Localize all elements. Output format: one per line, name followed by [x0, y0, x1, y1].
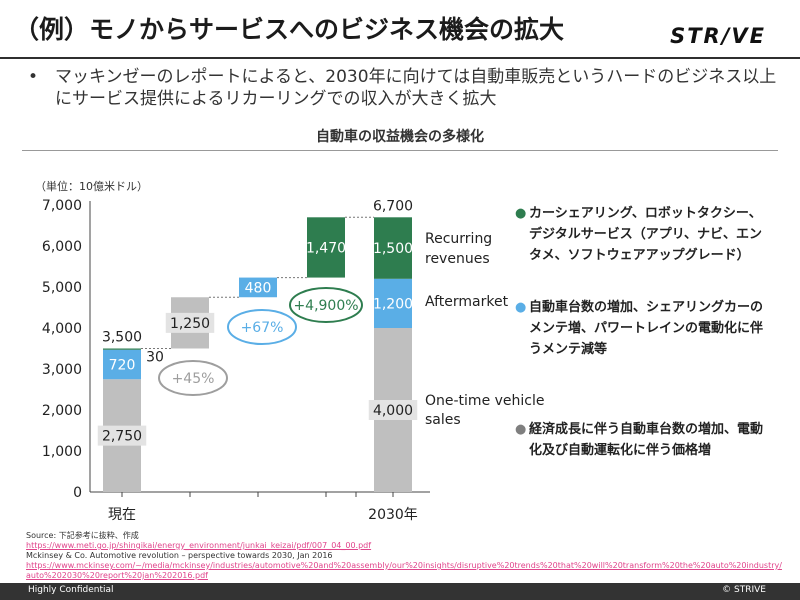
y-tick-label: 3,000	[42, 362, 82, 378]
bar-segment	[307, 217, 345, 278]
legend-dot-icon: ●	[515, 300, 527, 315]
bar-segment	[374, 278, 412, 328]
data-label: 4,000	[373, 403, 413, 419]
source-line-2: Mckinsey & Co. Automotive revolution – p…	[26, 551, 333, 560]
y-tick-label: 0	[73, 485, 82, 501]
bar-segment	[103, 349, 141, 380]
y-tick-label: 2,000	[42, 403, 82, 419]
y-tick-label: 1,000	[42, 444, 82, 460]
chart-title: 自動車の収益機会の多様化	[316, 129, 484, 145]
total-label: 6,700	[373, 198, 413, 214]
segment-name-label: Recurring revenues	[425, 231, 492, 267]
data-label: 30	[146, 350, 164, 366]
data-label-bg	[97, 425, 147, 446]
data-label: 1,470	[306, 240, 346, 256]
x-tick-label: 2030年	[368, 507, 418, 523]
y-tick-label: 4,000	[42, 321, 82, 337]
legend-text: 自動車台数の増加、シェアリングカーのメンテ増、パワートレインの電動化に伴うメンテ…	[529, 300, 764, 357]
segment-name-label: Aftermarket	[425, 294, 509, 310]
source-notes: Source: 下記参考に抜粋、作成 https://www.meti.go.j…	[26, 531, 786, 581]
company-logo: STR/VE	[670, 24, 766, 48]
source-link-1[interactable]: https://www.meti.go.jp/shingikai/energy_…	[26, 541, 372, 550]
legend-text: 経済成長に伴う自動車台数の増加、電動化及び自動運転化に伴う価格増	[529, 422, 764, 458]
unit-label: （単位：10億米ドル）	[35, 180, 148, 193]
summary-text: マッキンゼーのレポートによると、2030年に向けては自動車販売というハードのビジ…	[55, 67, 777, 109]
chart-title-divider	[22, 150, 778, 151]
data-label: 720	[109, 357, 136, 373]
data-label: 1,250	[170, 316, 210, 332]
data-label: 1,200	[373, 296, 413, 312]
confidential-label: Highly Confidential	[28, 585, 114, 595]
total-label: 3,500	[102, 330, 142, 346]
y-tick-label: 5,000	[42, 280, 82, 296]
growth-ellipse	[227, 309, 297, 345]
data-label: 480	[245, 280, 272, 296]
bar-segment	[374, 217, 412, 279]
legend-dot-icon: ●	[515, 422, 527, 437]
legend-text: カーシェアリング、ロボットタクシー、デジタルサービス（アプリ、ナビ、エンタメ、ソ…	[529, 206, 762, 263]
page-title: （例）モノからサービスへのビジネス機会の拡大	[14, 15, 565, 44]
x-tick-label: 現在	[108, 507, 136, 523]
data-label: 1,500	[373, 241, 413, 257]
source-line-1: Source: 下記参考に抜粋、作成	[26, 531, 139, 540]
growth-label: +45%	[172, 371, 215, 387]
growth-ellipse	[158, 360, 228, 396]
growth-label: +67%	[241, 320, 284, 336]
data-label-bg	[368, 400, 418, 420]
source-link-2[interactable]: https://www.mckinsey.com/~/media/mckinse…	[26, 561, 782, 580]
data-label-bg	[165, 312, 215, 333]
data-label: 2,750	[102, 429, 142, 445]
segment-name-label: One-time vehicle sales	[425, 393, 545, 428]
y-tick-label: 6,000	[42, 239, 82, 255]
bar-segment	[239, 277, 277, 298]
y-tick-label: 7,000	[42, 198, 82, 214]
footer-bar	[0, 583, 800, 600]
growth-label: +4,900%	[293, 298, 358, 314]
bullet-icon: •	[28, 67, 39, 87]
bar-segment	[103, 348, 141, 350]
legend-dot-icon: ●	[515, 206, 527, 221]
copyright-label: © STRIVE	[722, 585, 766, 595]
growth-ellipse	[289, 287, 363, 323]
title-divider	[0, 57, 800, 59]
